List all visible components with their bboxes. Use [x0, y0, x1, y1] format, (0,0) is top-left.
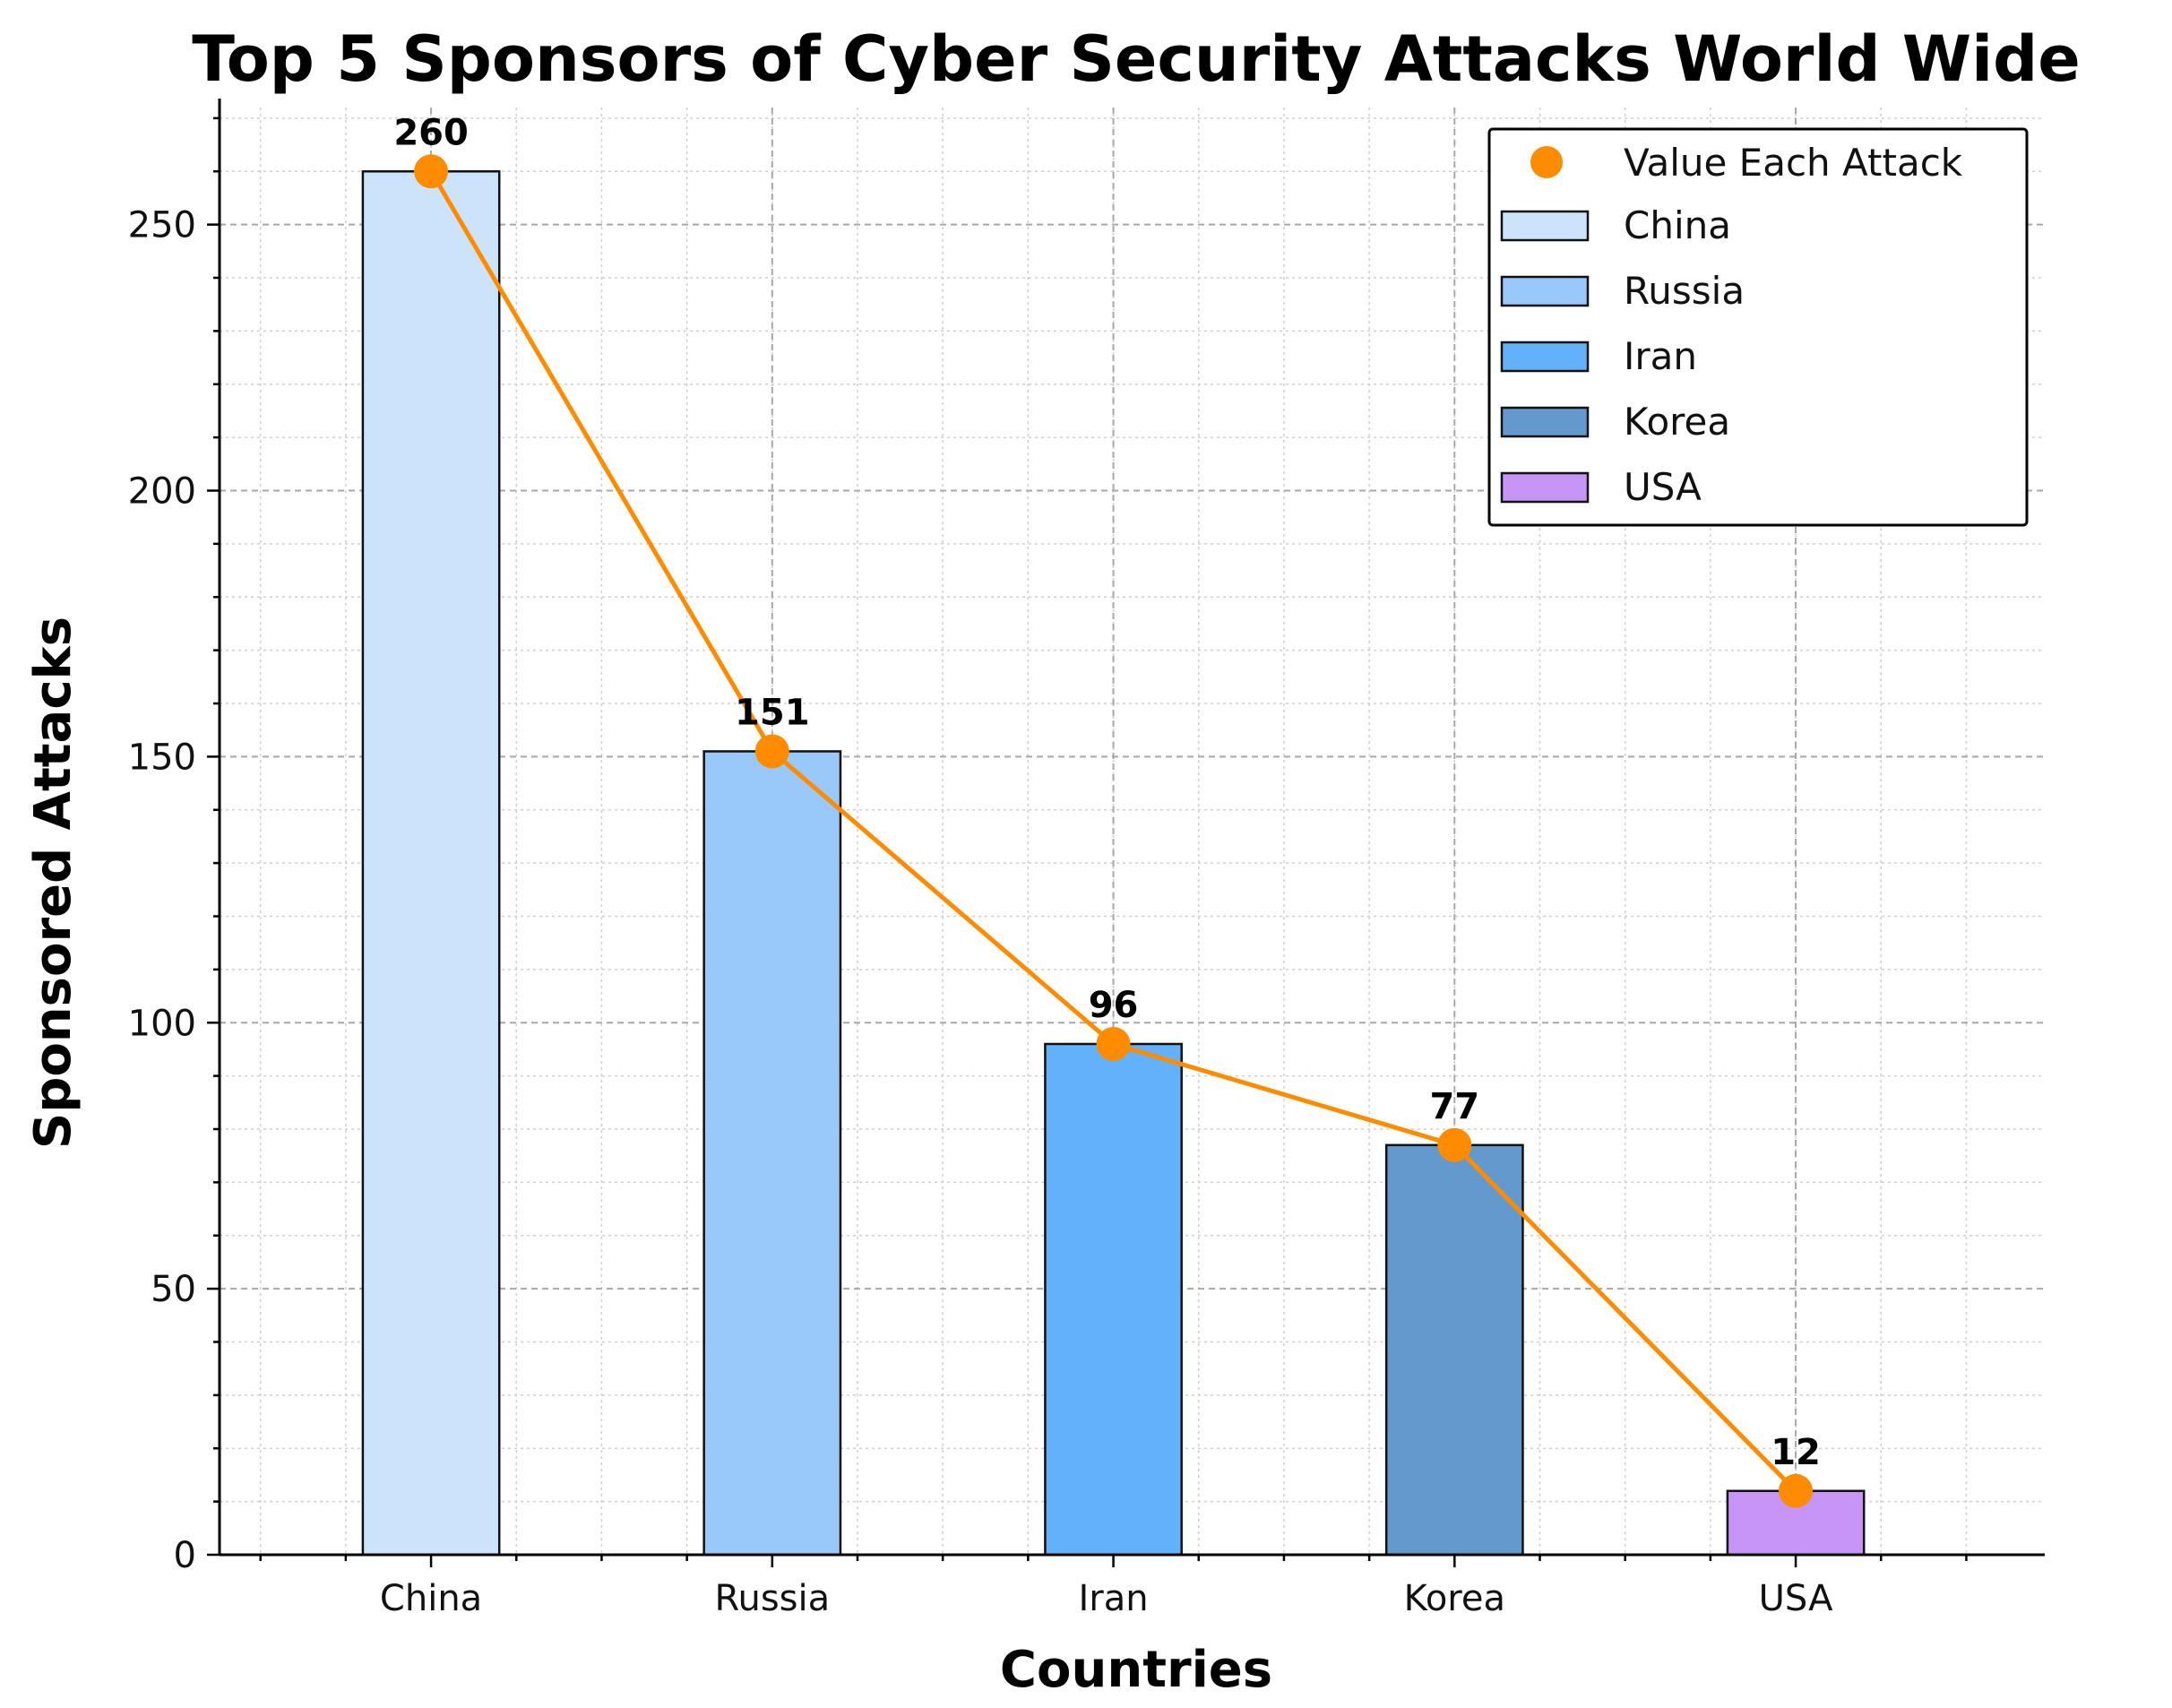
y-ticks: 0 50 100 150 200 250	[128, 116, 220, 1576]
legend-swatch-russia	[1500, 275, 1590, 307]
bar-iran	[1044, 1042, 1183, 1557]
x-axis-label: Countries	[1000, 1641, 1272, 1699]
value-point-korea	[1437, 1127, 1472, 1162]
legend-label-iran: Iran	[1624, 334, 1697, 378]
legend-swatch-usa	[1500, 471, 1590, 504]
legend-swatch-china	[1500, 210, 1590, 242]
legend-label-korea: Korea	[1624, 400, 1730, 444]
data-label-usa: 12	[1771, 1432, 1821, 1473]
x-tick-label-russia: Russia	[714, 1578, 830, 1619]
legend-label-usa: USA	[1624, 465, 1702, 509]
value-point-usa	[1779, 1473, 1814, 1508]
legend-frame	[1487, 127, 2029, 527]
x-tick-label-korea: Korea	[1404, 1578, 1505, 1619]
y-tick-label: 150	[128, 737, 196, 778]
axes	[218, 99, 2045, 1557]
legend-label-russia: Russia	[1624, 269, 1745, 313]
x-tick-label-iran: Iran	[1079, 1578, 1149, 1619]
data-label-russia: 151	[735, 692, 810, 733]
legend-swatch-iran	[1500, 341, 1590, 373]
chart-title: Top 5 Sponsors of Cyber Security Attacks…	[192, 22, 2080, 96]
y-tick-label: 100	[128, 1003, 196, 1044]
y-tick-label: 50	[151, 1269, 196, 1310]
bars	[361, 170, 1866, 1557]
x-ticks: China Russia Iran Korea USA	[259, 1555, 1968, 1619]
value-point-china	[414, 154, 449, 189]
value-points	[414, 154, 1814, 1508]
bar-china	[361, 170, 501, 1557]
x-tick-label-china: China	[380, 1578, 482, 1619]
data-label-china: 260	[393, 112, 469, 153]
legend-label-china: China	[1624, 203, 1731, 247]
y-tick-label: 200	[128, 471, 196, 513]
y-tick-label: 250	[128, 205, 196, 246]
y-tick-label: 0	[174, 1535, 196, 1576]
x-tick-label-usa: USA	[1759, 1578, 1833, 1619]
bar-russia	[702, 750, 842, 1557]
value-point-iran	[1096, 1027, 1131, 1061]
y-axis-label: Sponsored Attacks	[24, 617, 82, 1149]
legend-marker-value-each-attack	[1530, 146, 1563, 178]
data-label-iran: 96	[1089, 985, 1139, 1026]
value-point-russia	[754, 734, 789, 769]
bar-korea	[1384, 1143, 1524, 1557]
legend-label-value-each-attack: Value Each Attack	[1624, 141, 1963, 185]
data-label-korea: 77	[1429, 1086, 1479, 1127]
data-labels: 260 151 96 77 12	[393, 112, 1821, 1473]
legend: Value Each Attack China Russia Iran Korea US…	[1487, 127, 2029, 527]
legend-swatch-korea	[1500, 406, 1590, 438]
